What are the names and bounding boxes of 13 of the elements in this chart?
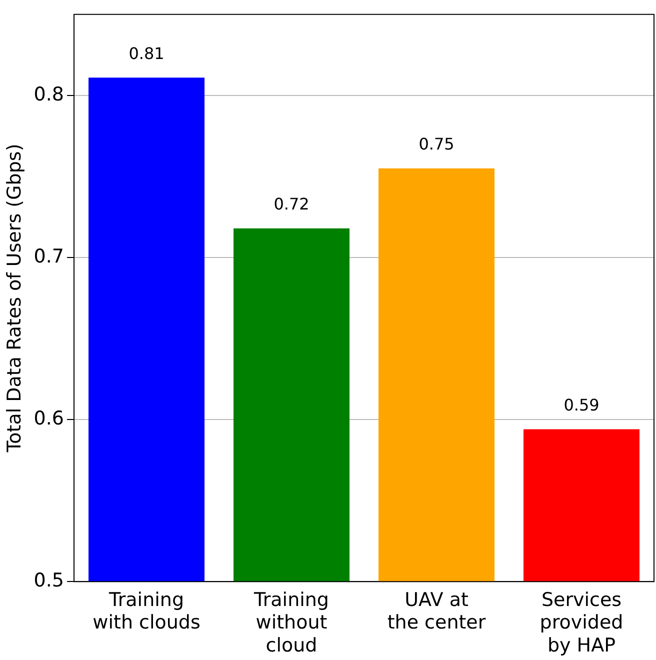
y-tick-label: 0.8: [34, 83, 64, 106]
data-label: 0.72: [274, 194, 310, 214]
x-tick-label: UAV at the center: [387, 588, 486, 634]
y-tick-label: 0.6: [34, 407, 64, 430]
y-tick-label: 0.5: [34, 570, 64, 592]
data-label: 0.59: [564, 395, 600, 414]
x-tick-label: Training without cloud: [253, 588, 329, 657]
x-tick-label: Training with clouds: [92, 588, 200, 634]
y-axis-title: Total Data Rates of Users (Gbps): [3, 144, 26, 454]
data-label: 0.75: [418, 134, 454, 154]
x-tick-label: Services provided by HAP: [540, 588, 624, 657]
data-label: 0.81: [128, 44, 164, 63]
y-tick-label: 0.7: [34, 245, 64, 268]
